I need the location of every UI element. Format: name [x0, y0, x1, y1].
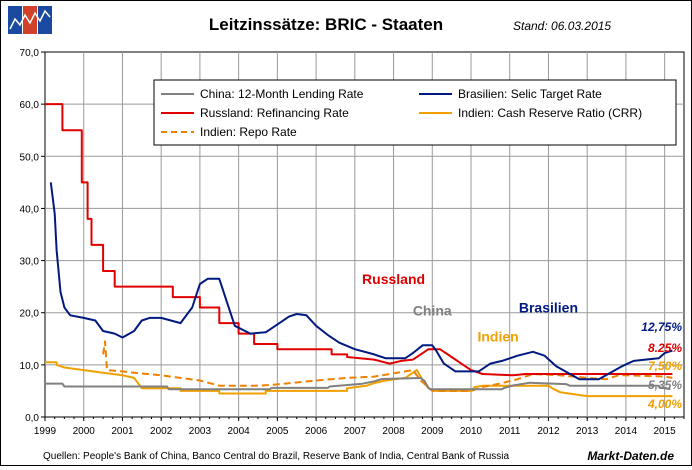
- end-value-label: 12,75%: [641, 320, 682, 334]
- x-tick-label: 2005: [266, 426, 289, 437]
- x-tick-label: 1999: [34, 426, 57, 437]
- x-tick-label: 2010: [460, 426, 483, 437]
- chart-subtitle: Stand: 06.03.2015: [513, 19, 611, 33]
- x-tick-label: 2014: [615, 426, 638, 437]
- y-tick-label: 30,0: [20, 257, 40, 268]
- series-line-2: [45, 103, 673, 377]
- x-tick-label: 2006: [305, 426, 328, 437]
- legend-label-indien-repo: Indien: Repo Rate: [200, 125, 297, 139]
- legend-label-brasilien: Brasilien: Selic Target Rate: [458, 87, 602, 101]
- series-line-1: [49, 182, 673, 381]
- x-tick-label: 2007: [344, 426, 367, 437]
- end-value-label: 5,35%: [648, 378, 682, 392]
- axes: 0,0 10,0 20,0 30,0 40,0 50,0 60,0 70,0 1999 2000 2…: [20, 48, 685, 437]
- x-tick-label: 2003: [189, 426, 212, 437]
- legend: China: 12-Month Lending Rate Brasilien: …: [153, 79, 677, 146]
- x-tick-label: 2000: [73, 426, 96, 437]
- y-tick-label: 70,0: [20, 48, 40, 59]
- y-tick-label: 0,0: [25, 413, 39, 424]
- end-value-label: 4,00%: [647, 397, 682, 411]
- brand-label[interactable]: Markt-Daten.de: [587, 449, 674, 463]
- x-tick-label: 2002: [150, 426, 173, 437]
- chart-title: Leitzinssätze: BRIC - Staaten: [209, 15, 443, 34]
- logo-line: [9, 9, 51, 30]
- legend-label-russland: Russland: Refinancing Rate: [200, 106, 349, 120]
- legend-label-china: China: 12-Month Lending Rate: [200, 87, 364, 101]
- y-tick-label: 50,0: [20, 152, 40, 163]
- logo: [8, 6, 52, 34]
- y-tick-label: 40,0: [20, 204, 40, 215]
- source-note: Quellen: People's Bank of China, Banco C…: [43, 451, 509, 462]
- x-tick-label: 2013: [576, 426, 599, 437]
- y-tick-label: 10,0: [20, 361, 40, 372]
- x-tick-label: 2004: [228, 426, 251, 437]
- y-tick-label: 60,0: [20, 100, 40, 111]
- x-tick-label: 2008: [382, 426, 405, 437]
- annotation-label: Russland: [362, 271, 425, 287]
- legend-box: [153, 79, 677, 146]
- end-value-label: 8.25%: [648, 341, 682, 355]
- x-tick-label: 2011: [499, 426, 521, 437]
- y-tick-label: 20,0: [20, 309, 40, 320]
- x-tick-label: 2001: [111, 426, 134, 437]
- annotation-label: China: [413, 302, 452, 318]
- series-line-3: [45, 361, 673, 398]
- end-value-label: 7,50%: [648, 359, 682, 373]
- legend-label-indien-crr: Indien: Cash Reserve Ratio (CRR): [458, 106, 642, 120]
- series-group: [45, 103, 673, 398]
- logo-tile-3: [38, 6, 52, 34]
- x-tick-label: 2012: [537, 426, 560, 437]
- x-tick-label: 2015: [654, 426, 677, 437]
- annotation-label: Indien: [477, 328, 518, 344]
- annotation-label: Brasilien: [519, 300, 578, 316]
- series-line-0: [45, 377, 671, 391]
- logo-tile-2: [23, 6, 37, 34]
- x-tick-label: 2009: [421, 426, 444, 437]
